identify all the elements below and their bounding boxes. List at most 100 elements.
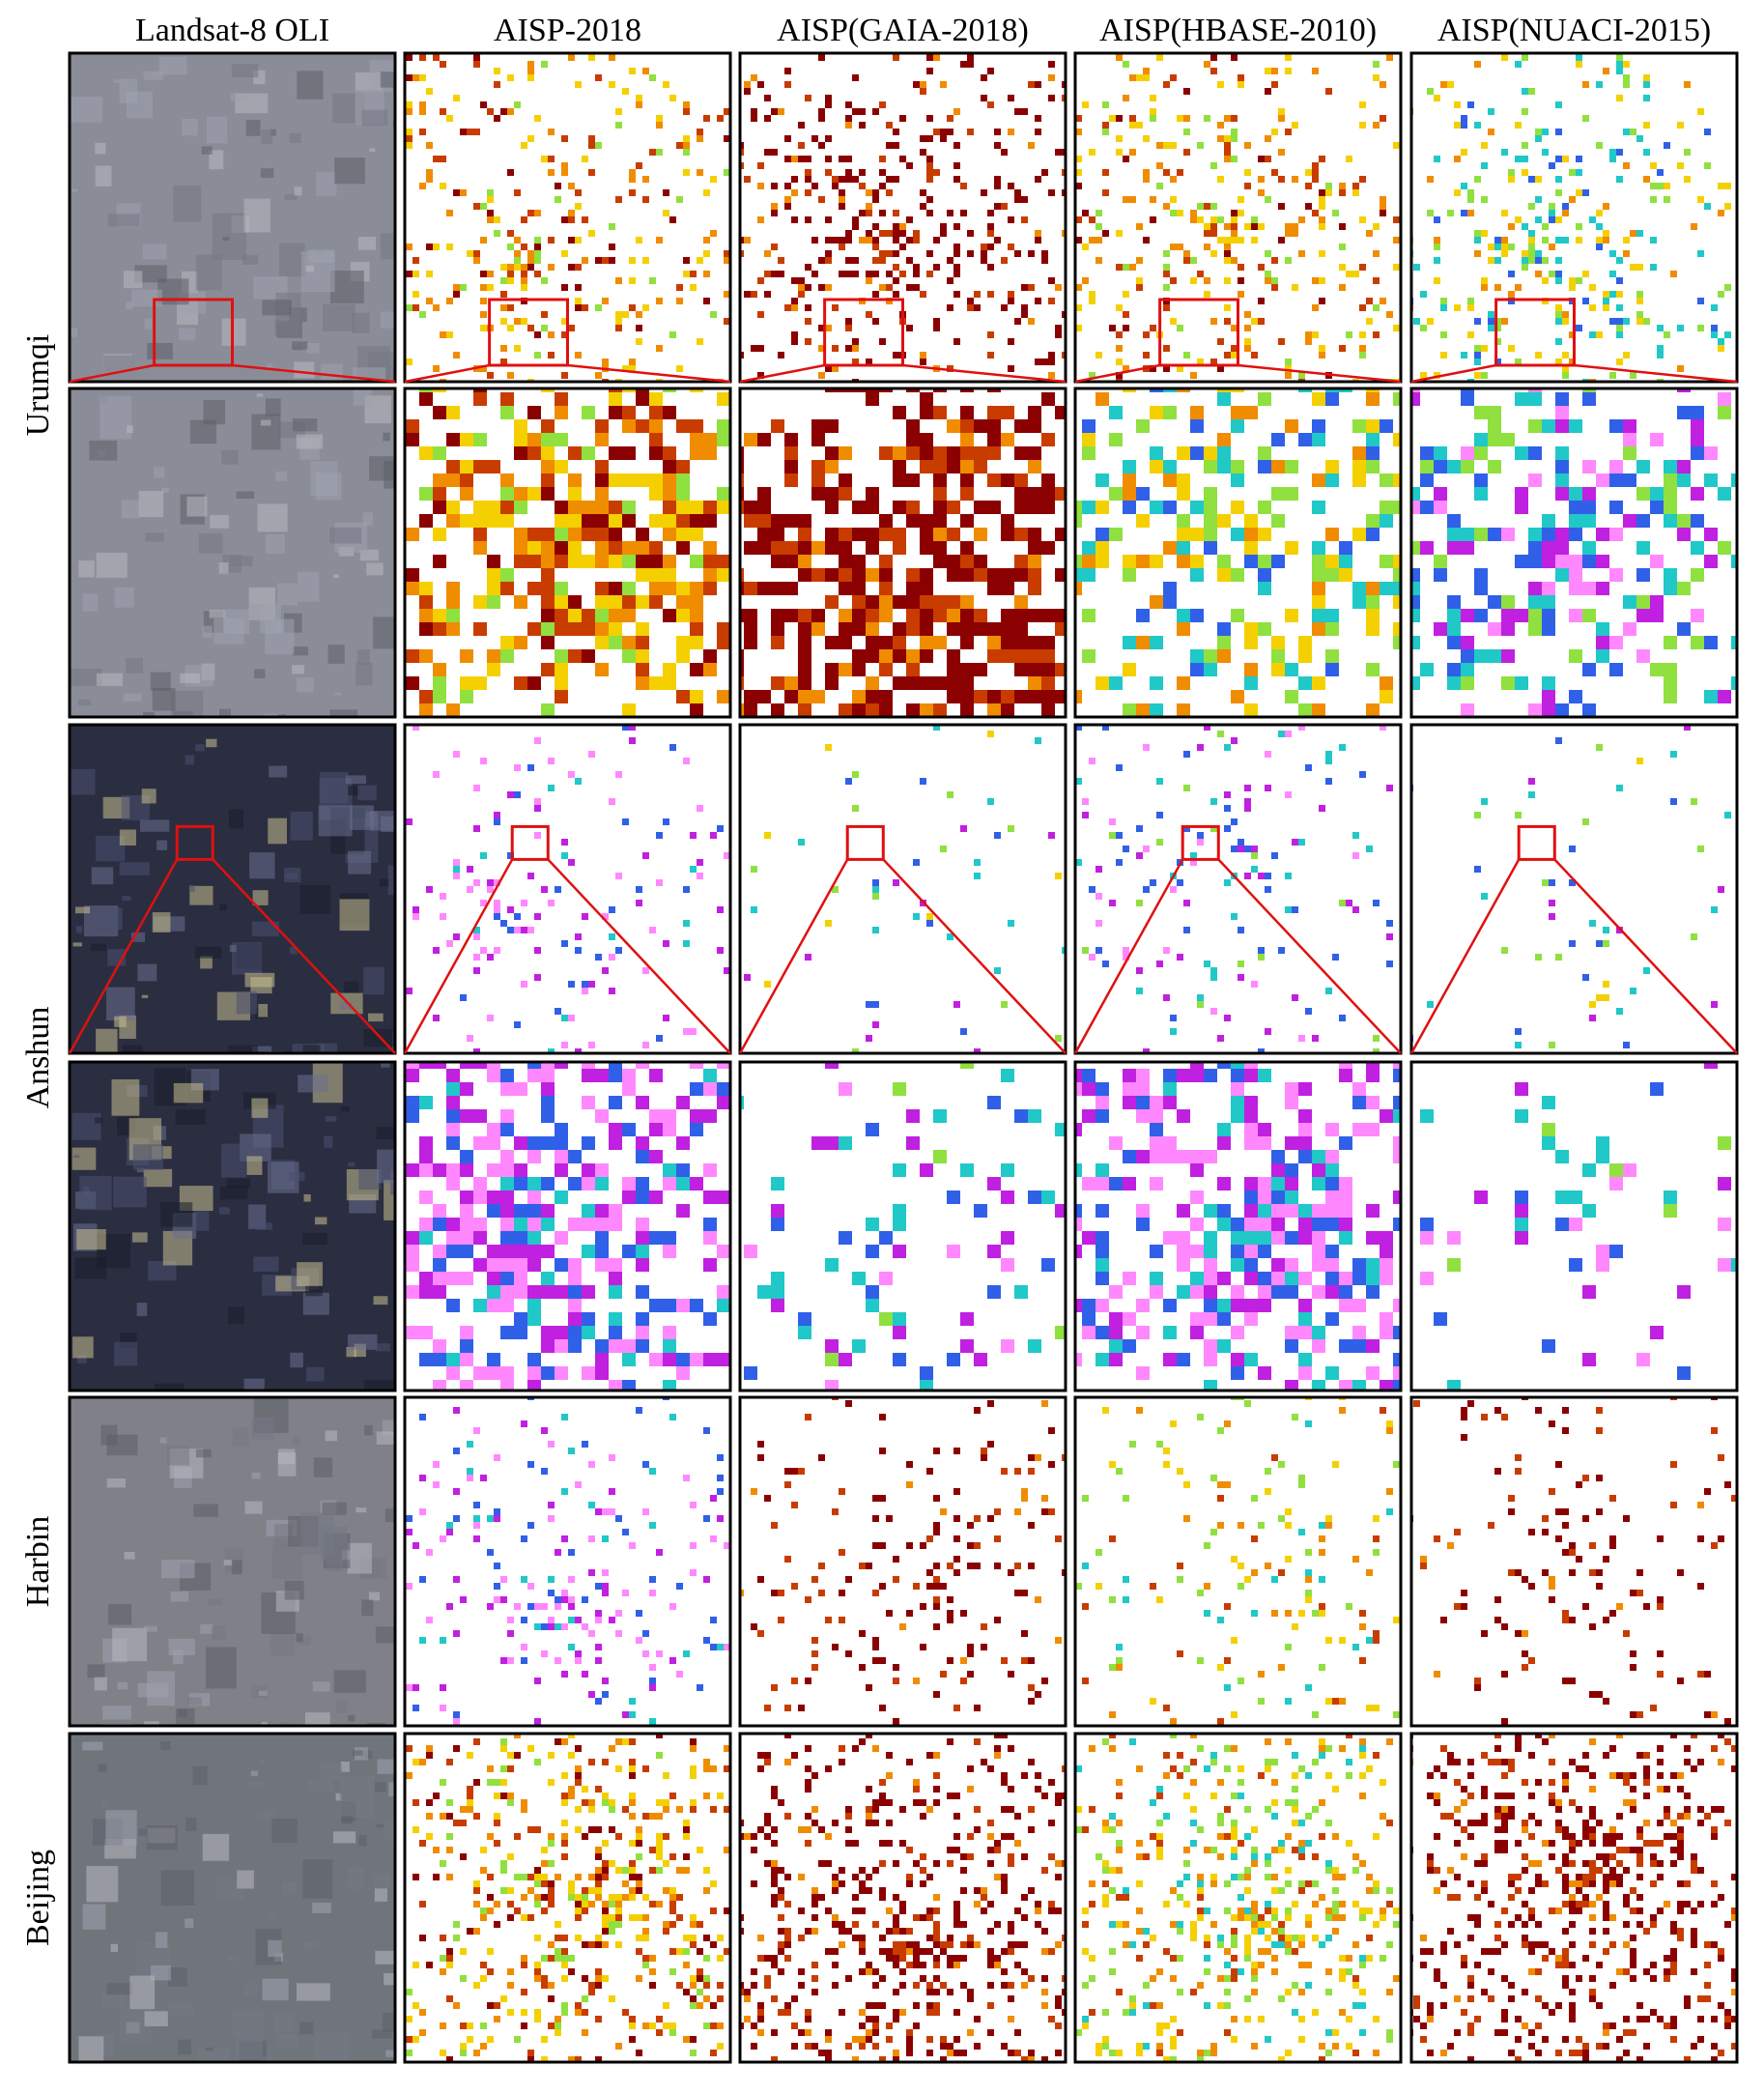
map-pixel xyxy=(1616,277,1623,284)
map-pixel xyxy=(622,555,636,568)
map-pixel xyxy=(555,501,568,514)
map-pixel xyxy=(805,156,811,162)
map-pixel xyxy=(818,372,825,379)
map-pixel xyxy=(1474,359,1481,365)
map-pixel xyxy=(933,129,940,135)
map-pixel xyxy=(1278,203,1285,210)
map-pixel xyxy=(555,663,568,676)
map-pixel xyxy=(1136,257,1143,264)
map-pixel xyxy=(926,176,933,183)
map-pixel xyxy=(1366,298,1373,304)
map-pixel xyxy=(798,156,805,162)
map-pixel xyxy=(1501,676,1515,690)
texture xyxy=(254,669,265,677)
map-pixel xyxy=(1319,203,1325,210)
map-pixel xyxy=(839,528,852,541)
map-pixel xyxy=(798,528,811,541)
map-pixel xyxy=(669,744,676,751)
map-pixel xyxy=(947,690,960,703)
map-pixel xyxy=(751,291,757,298)
map-pixel xyxy=(1643,176,1650,183)
map-pixel xyxy=(419,595,433,609)
map-pixel xyxy=(1014,595,1028,609)
map-pixel xyxy=(521,264,527,271)
map-pixel xyxy=(1623,81,1630,88)
map-pixel xyxy=(433,156,440,162)
map-pixel xyxy=(933,555,947,568)
map-pixel xyxy=(1643,122,1650,129)
map-pixel xyxy=(1035,129,1041,135)
map-pixel xyxy=(1177,244,1183,250)
map-pixel xyxy=(582,622,595,636)
map-pixel xyxy=(1292,122,1298,129)
map-pixel xyxy=(960,433,974,446)
map-pixel xyxy=(521,318,527,325)
texture xyxy=(78,560,95,577)
map-pixel xyxy=(1312,473,1325,487)
texture xyxy=(352,313,370,333)
map-pixel xyxy=(1150,501,1163,514)
map-pixel xyxy=(609,244,615,250)
map-pixel xyxy=(433,663,446,676)
map-pixel xyxy=(609,514,622,528)
map-pixel xyxy=(1312,277,1319,284)
map-pixel xyxy=(1055,325,1062,331)
map-pixel xyxy=(487,216,494,223)
map-pixel xyxy=(703,250,710,257)
map-pixel xyxy=(555,649,568,663)
map-pixel xyxy=(514,345,521,352)
map-pixel xyxy=(636,900,642,906)
map-pixel xyxy=(757,487,771,501)
map-pixel xyxy=(994,967,1001,974)
map-pixel xyxy=(757,433,771,446)
map-pixel xyxy=(845,257,852,264)
map-pixel xyxy=(1474,582,1488,595)
map-pixel xyxy=(1555,257,1562,264)
map-pixel xyxy=(487,372,494,379)
map-pixel xyxy=(609,595,622,609)
map-pixel xyxy=(568,487,582,501)
map-pixel xyxy=(541,460,555,473)
map-pixel xyxy=(487,649,500,663)
map-pixel xyxy=(575,264,582,271)
map-pixel xyxy=(866,609,879,622)
texture xyxy=(334,158,365,184)
map-pixel xyxy=(676,582,690,595)
map-pixel xyxy=(1359,176,1366,183)
map-pixel xyxy=(1285,359,1292,365)
map-pixel xyxy=(548,237,555,244)
map-pixel xyxy=(568,54,575,61)
map-pixel xyxy=(413,913,419,920)
map-pixel xyxy=(1204,230,1210,237)
map-pixel xyxy=(636,325,642,331)
map-pixel xyxy=(1434,622,1447,636)
map-pixel xyxy=(1657,345,1664,352)
map-pixel xyxy=(920,291,926,298)
map-pixel xyxy=(1238,277,1244,284)
map-pixel xyxy=(534,352,541,359)
map-pixel xyxy=(1298,676,1312,690)
map-pixel xyxy=(1650,264,1657,271)
map-pixel xyxy=(1156,142,1163,149)
map-pixel xyxy=(960,61,967,68)
map-pixel xyxy=(507,325,514,331)
map-pixel xyxy=(893,176,899,183)
map-pixel xyxy=(555,676,568,690)
map-pixel xyxy=(663,473,676,487)
map-pixel xyxy=(1603,230,1609,237)
texture xyxy=(362,110,388,126)
map-pixel xyxy=(757,528,771,541)
map-pixel xyxy=(757,582,771,595)
map-pixel xyxy=(1035,115,1041,122)
map-pixel xyxy=(703,237,710,244)
map-pixel xyxy=(622,473,636,487)
map-pixel xyxy=(960,622,974,636)
map-pixel xyxy=(960,541,974,555)
map-pixel xyxy=(1440,304,1447,311)
map-pixel xyxy=(1190,257,1197,264)
map-pixel xyxy=(1204,487,1217,501)
map-pixel xyxy=(1366,230,1373,237)
map-pixel xyxy=(717,622,730,636)
texture xyxy=(156,841,167,850)
map-pixel xyxy=(953,338,960,345)
